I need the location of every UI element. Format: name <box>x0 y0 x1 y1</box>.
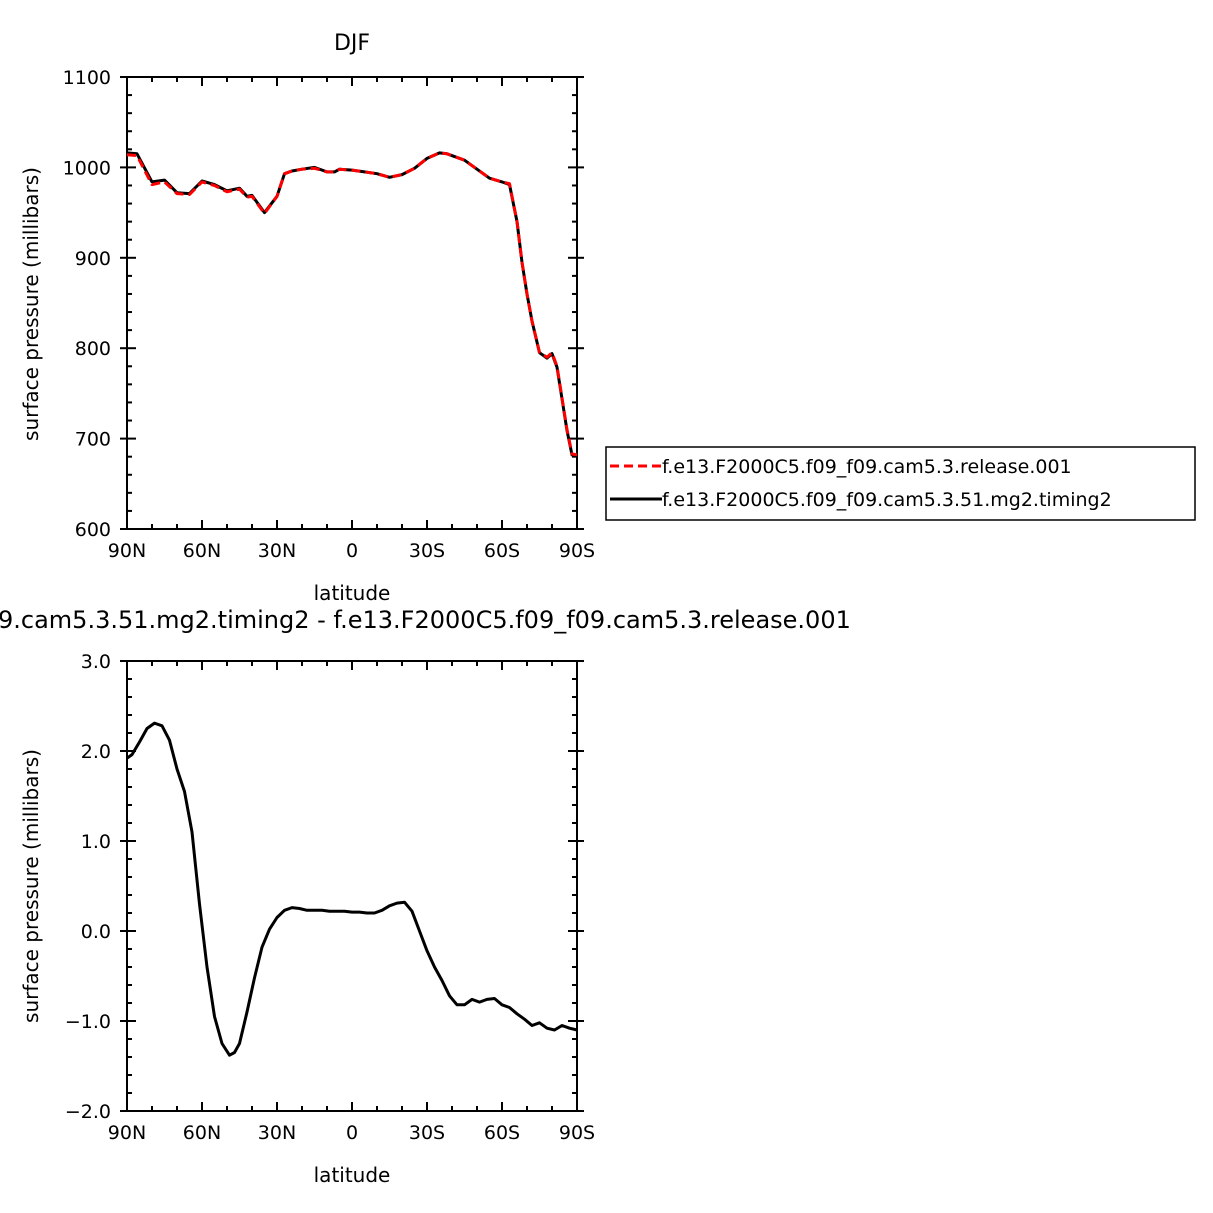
bottom-ytick-label: −2.0 <box>65 1101 111 1123</box>
top-xtick-label: 90N <box>108 540 146 562</box>
bottom-title: 9.cam5.3.51.mg2.timing2 - f.e13.F2000C5.… <box>0 606 851 634</box>
top-title: DJF <box>334 31 370 56</box>
top-ytick-label: 900 <box>75 248 111 270</box>
bottom-xtick-label: 60S <box>484 1122 520 1144</box>
bottom-ytick-label: 3.0 <box>81 651 111 673</box>
top-xtick-label: 60S <box>484 540 520 562</box>
legend-box <box>605 446 1196 521</box>
top-ylabel: surface pressure (millibars) <box>19 167 43 441</box>
bottom-xtick-label: 60N <box>183 1122 221 1144</box>
bottom-xtick-label: 30N <box>258 1122 296 1144</box>
top-ytick-label: 1000 <box>63 157 111 179</box>
top-xlabel: latitude <box>314 581 391 605</box>
bottom-xtick-label: 30S <box>409 1122 445 1144</box>
bottom-xtick-label: 90S <box>559 1122 595 1144</box>
top-xtick-label: 60N <box>183 540 221 562</box>
legend-label-0: f.e13.F2000C5.f09_f09.cam5.3.release.001 <box>662 456 1072 478</box>
top-series-line-1 <box>126 151 578 458</box>
legend: f.e13.F2000C5.f09_f09.cam5.3.release.001… <box>605 446 1196 521</box>
bottom-series-line-0 <box>126 721 578 1057</box>
top-xtick-label: 90S <box>559 540 595 562</box>
top-series-line-0 <box>126 151 578 457</box>
bottom-ytick-label: 2.0 <box>81 741 111 763</box>
bottom-xtick-label: 0 <box>346 1122 358 1144</box>
bottom-ytick-label: 1.0 <box>81 831 111 853</box>
top-ytick-label: 800 <box>75 338 111 360</box>
top-xtick-label: 30S <box>409 540 445 562</box>
bottom-panel: 9.cam5.3.51.mg2.timing2 - f.e13.F2000C5.… <box>0 606 851 1187</box>
bottom-ytick-label: −1.0 <box>65 1011 111 1033</box>
bottom-plot-frame <box>126 660 578 1112</box>
top-xtick-label: 30N <box>258 540 296 562</box>
bottom-ytick-label: 0.0 <box>81 921 111 943</box>
bottom-xlabel: latitude <box>314 1163 391 1187</box>
legend-label-1: f.e13.F2000C5.f09_f09.cam5.3.51.mg2.timi… <box>662 489 1112 511</box>
top-ytick-label: 700 <box>75 429 111 451</box>
top-ytick-label: 1100 <box>63 67 111 89</box>
top-plot-frame <box>126 76 578 530</box>
bottom-xtick-label: 90N <box>108 1122 146 1144</box>
top-xtick-label: 0 <box>346 540 358 562</box>
top-ytick-label: 600 <box>75 519 111 541</box>
bottom-ylabel: surface pressure (millibars) <box>19 749 43 1023</box>
top-panel: DJF surface pressure (millibars) latitud… <box>19 31 595 605</box>
